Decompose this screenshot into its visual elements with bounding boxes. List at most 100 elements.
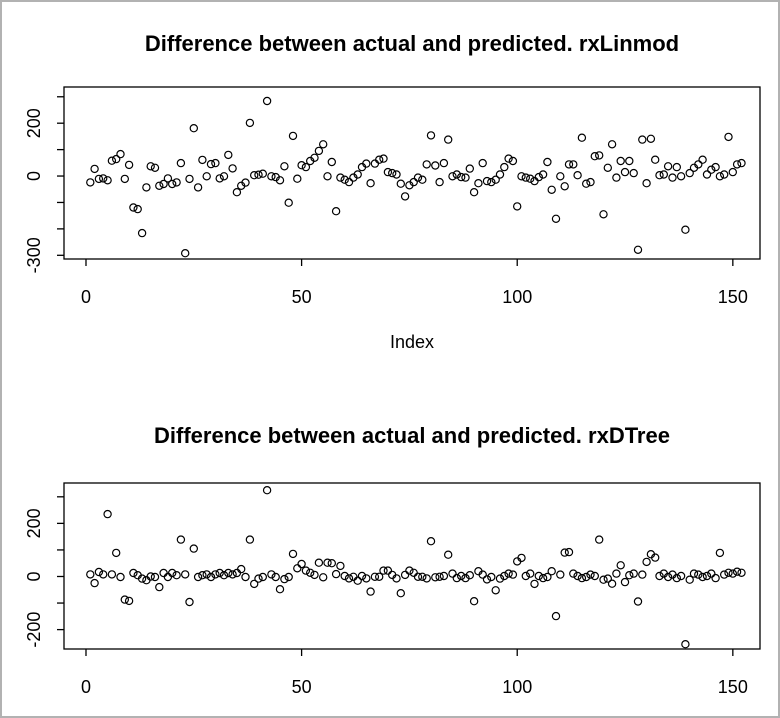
x-tick-label: 100 — [502, 287, 532, 307]
data-point — [586, 570, 595, 579]
data-point — [457, 571, 466, 581]
data-point — [672, 573, 682, 583]
data-point — [232, 568, 242, 578]
x-tick-label: 100 — [502, 677, 532, 697]
data-point — [340, 175, 349, 184]
data-point — [595, 151, 604, 160]
data-point — [245, 535, 255, 544]
data-point — [478, 158, 487, 168]
data-point — [590, 571, 600, 581]
data-point — [198, 155, 207, 165]
data-point — [202, 172, 211, 181]
x-tick-label: 0 — [81, 287, 91, 307]
data-point — [448, 569, 457, 578]
data-point — [560, 182, 569, 191]
data-point — [284, 572, 293, 582]
data-point — [280, 574, 289, 584]
data-point — [707, 165, 716, 174]
data-point — [344, 574, 354, 583]
data-point — [219, 172, 229, 181]
data-point — [241, 178, 250, 187]
data-point — [676, 571, 686, 581]
data-point — [94, 567, 104, 577]
data-point — [651, 155, 660, 164]
data-point — [111, 548, 121, 558]
data-point — [379, 566, 388, 575]
data-point — [293, 564, 302, 573]
data-point — [262, 96, 272, 106]
data-point — [538, 170, 548, 179]
data-point — [370, 159, 380, 168]
data-point — [249, 579, 259, 589]
data-point — [116, 572, 125, 582]
data-point — [340, 571, 349, 581]
data-point — [521, 173, 531, 182]
data-point — [396, 179, 405, 188]
data-point — [137, 228, 147, 238]
data-point — [258, 572, 267, 582]
data-point — [90, 164, 99, 174]
data-point — [249, 170, 259, 180]
data-point — [232, 187, 242, 197]
data-point — [163, 572, 173, 582]
data-point — [452, 573, 461, 583]
data-point — [366, 178, 375, 188]
data-point — [487, 177, 496, 187]
data-point — [146, 162, 155, 171]
data-point — [353, 170, 362, 179]
data-point — [107, 156, 117, 165]
data-point — [612, 569, 621, 578]
data-point — [327, 157, 336, 167]
data-point — [357, 571, 367, 581]
data-point — [124, 160, 134, 170]
data-point — [336, 173, 345, 182]
data-point — [681, 640, 690, 649]
plot1-title: Difference between actual and predicted.… — [144, 31, 680, 56]
data-point — [185, 174, 194, 184]
data-point — [275, 585, 285, 594]
data-point — [521, 571, 531, 581]
data-point — [262, 486, 272, 495]
data-point — [435, 177, 444, 187]
data-point — [569, 160, 578, 169]
data-point — [732, 567, 742, 576]
data-point — [228, 164, 237, 173]
y-tick-label: -200 — [24, 612, 44, 648]
plot2-title: Difference between actual and predicted.… — [154, 423, 670, 448]
data-point — [564, 160, 574, 169]
data-point — [439, 158, 449, 168]
data-point — [392, 170, 401, 179]
data-point — [569, 569, 578, 578]
data-point — [457, 172, 466, 182]
data-point — [474, 178, 483, 188]
data-point — [707, 569, 716, 578]
data-point — [508, 570, 518, 579]
data-point — [616, 156, 625, 166]
data-point — [155, 582, 164, 592]
data-point — [383, 167, 393, 177]
data-point — [111, 154, 121, 164]
data-point — [495, 170, 505, 179]
data-point — [638, 570, 647, 579]
plot-box — [63, 482, 761, 650]
data-point — [698, 572, 707, 582]
data-point — [301, 162, 311, 172]
data-point — [258, 169, 267, 178]
data-point — [254, 170, 263, 179]
data-point — [711, 162, 720, 172]
data-point — [314, 146, 324, 156]
data-point — [159, 179, 168, 189]
data-point — [526, 569, 535, 578]
data-point — [189, 123, 198, 133]
data-point — [98, 570, 108, 579]
data-point — [702, 571, 712, 581]
data-point — [319, 573, 328, 582]
data-point — [599, 575, 608, 584]
data-point — [431, 161, 440, 170]
data-point — [711, 573, 720, 583]
data-point — [405, 566, 414, 575]
data-point — [245, 118, 255, 128]
data-point — [659, 170, 669, 179]
